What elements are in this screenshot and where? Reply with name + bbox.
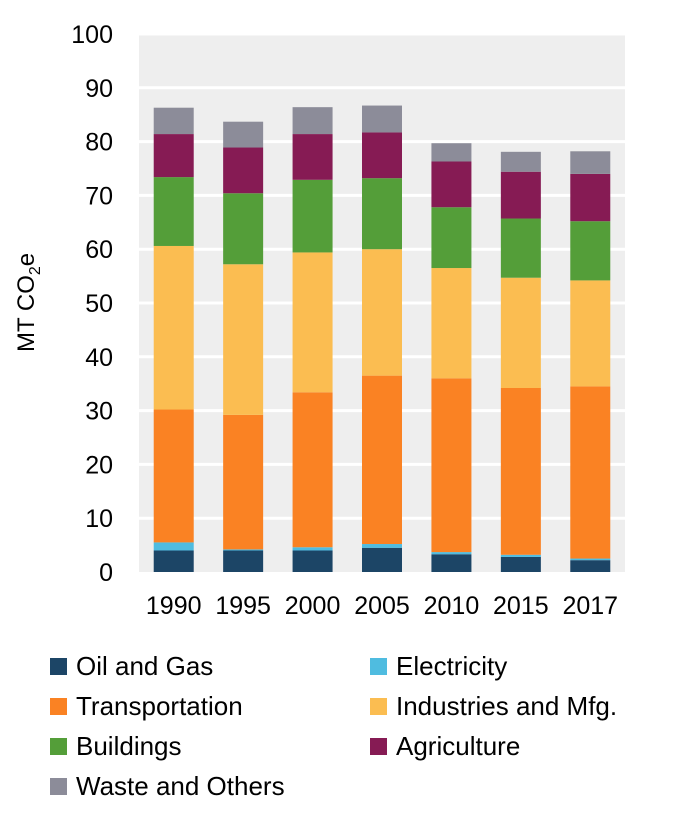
bar-segment bbox=[570, 386, 611, 559]
y-tick-label: 80 bbox=[85, 129, 113, 157]
y-axis-label-tail: e bbox=[13, 253, 40, 266]
x-axis-ticks: 1990 1995 2000 2005 2010 2015 2017 bbox=[146, 592, 618, 620]
bars bbox=[153, 105, 611, 572]
bar-segment bbox=[431, 552, 472, 555]
bar-segment bbox=[431, 207, 472, 269]
bar-segment bbox=[362, 375, 402, 545]
bar-segment bbox=[570, 221, 611, 281]
bar-segment bbox=[500, 554, 541, 557]
bar-segment bbox=[292, 252, 333, 393]
legend-swatch bbox=[370, 737, 387, 755]
x-tick-label: 1990 bbox=[146, 592, 202, 620]
y-axis-label: MT CO2e bbox=[13, 253, 44, 352]
bar-segment bbox=[500, 151, 541, 172]
bar-segment bbox=[223, 414, 264, 550]
y-tick-label: 10 bbox=[85, 505, 113, 533]
legend-swatch bbox=[370, 697, 387, 715]
x-tick-label: 2005 bbox=[354, 592, 410, 620]
bar-segment bbox=[223, 264, 264, 415]
y-tick-label: 0 bbox=[99, 559, 113, 587]
stacked-bar-chart: 0 10 20 30 40 50 60 70 80 90 100 1990 1995 2000 2005 2… bbox=[13, 21, 625, 620]
bar-segment bbox=[570, 280, 611, 387]
y-tick-label: 30 bbox=[85, 398, 113, 426]
bar-segment bbox=[153, 245, 194, 410]
bar-segment bbox=[292, 107, 333, 135]
bar-segment bbox=[431, 143, 472, 162]
y-tick-label: 50 bbox=[85, 290, 113, 318]
bar-segment bbox=[500, 218, 541, 278]
bar-segment bbox=[223, 549, 264, 551]
bar-segment bbox=[431, 161, 472, 208]
bar-segment bbox=[292, 547, 333, 551]
bar-segment bbox=[292, 392, 333, 548]
bar-segment bbox=[362, 178, 402, 250]
bar-segment bbox=[223, 147, 264, 194]
bar-segment bbox=[362, 249, 402, 376]
legend-label: Transportation bbox=[76, 690, 243, 721]
x-tick-label: 2015 bbox=[493, 592, 549, 620]
x-tick-label: 2000 bbox=[285, 592, 341, 620]
bar-segment bbox=[153, 134, 194, 178]
y-tick-label: 70 bbox=[85, 182, 113, 210]
legend-item: Buildings bbox=[50, 728, 182, 764]
legend-swatch bbox=[50, 737, 67, 755]
legend-swatch bbox=[50, 697, 67, 715]
legend-item: Transportation bbox=[50, 688, 243, 724]
bar-segment bbox=[500, 171, 541, 219]
bar-segment bbox=[570, 151, 611, 174]
bar-segment bbox=[153, 177, 194, 246]
bar-segment bbox=[153, 107, 194, 135]
bar-segment bbox=[223, 193, 264, 265]
legend-item: Waste and Others bbox=[50, 768, 285, 804]
bar-segment bbox=[362, 105, 402, 133]
legend-swatch bbox=[370, 657, 387, 675]
y-axis-label-main: MT CO bbox=[13, 275, 40, 352]
legend-item: Agriculture bbox=[370, 728, 520, 764]
bar-segment bbox=[431, 378, 472, 553]
bar-segment bbox=[292, 179, 333, 253]
bar-segment bbox=[570, 173, 611, 222]
bar-segment bbox=[292, 134, 333, 180]
legend-swatch bbox=[50, 657, 67, 675]
bar-segment bbox=[570, 558, 611, 561]
legend-item: Electricity bbox=[370, 648, 507, 684]
legend-item: Oil and Gas bbox=[50, 648, 213, 684]
y-tick-label: 90 bbox=[85, 75, 113, 103]
legend-label: Industries and Mfg. bbox=[396, 690, 618, 721]
y-tick-label: 40 bbox=[85, 344, 113, 372]
y-tick-label: 100 bbox=[71, 21, 113, 49]
legend-label: Buildings bbox=[76, 730, 182, 761]
bar-segment bbox=[362, 132, 402, 179]
x-tick-label: 2010 bbox=[424, 592, 480, 620]
bar-segment bbox=[570, 560, 611, 572]
x-tick-label: 1995 bbox=[215, 592, 271, 620]
bar-segment bbox=[431, 268, 472, 379]
legend-label: Oil and Gas bbox=[76, 650, 214, 681]
y-tick-label: 20 bbox=[85, 451, 113, 479]
legend-label: Waste and Others bbox=[76, 770, 285, 801]
bar-segment bbox=[431, 554, 472, 572]
bar-segment bbox=[153, 550, 194, 572]
bar-segment bbox=[362, 547, 402, 572]
bar-segment bbox=[223, 550, 264, 572]
legend-item: Industries and Mfg. bbox=[370, 688, 617, 724]
x-tick-label: 2017 bbox=[562, 592, 618, 620]
legend-swatch bbox=[50, 777, 67, 795]
bar-segment bbox=[223, 121, 264, 148]
y-axis-label-subscript: 2 bbox=[27, 266, 44, 275]
bar-segment bbox=[292, 550, 333, 572]
bar-segment bbox=[500, 277, 541, 389]
bar-segment bbox=[500, 556, 541, 572]
bar-segment bbox=[362, 544, 402, 548]
bar-segment bbox=[500, 388, 541, 555]
y-tick-label: 60 bbox=[85, 236, 113, 264]
legend-label: Electricity bbox=[396, 650, 508, 681]
legend-label: Agriculture bbox=[396, 730, 521, 761]
bar-segment bbox=[153, 409, 194, 543]
bar-segment bbox=[153, 542, 194, 551]
y-axis-ticks: 0 10 20 30 40 50 60 70 80 90 100 bbox=[71, 21, 113, 587]
